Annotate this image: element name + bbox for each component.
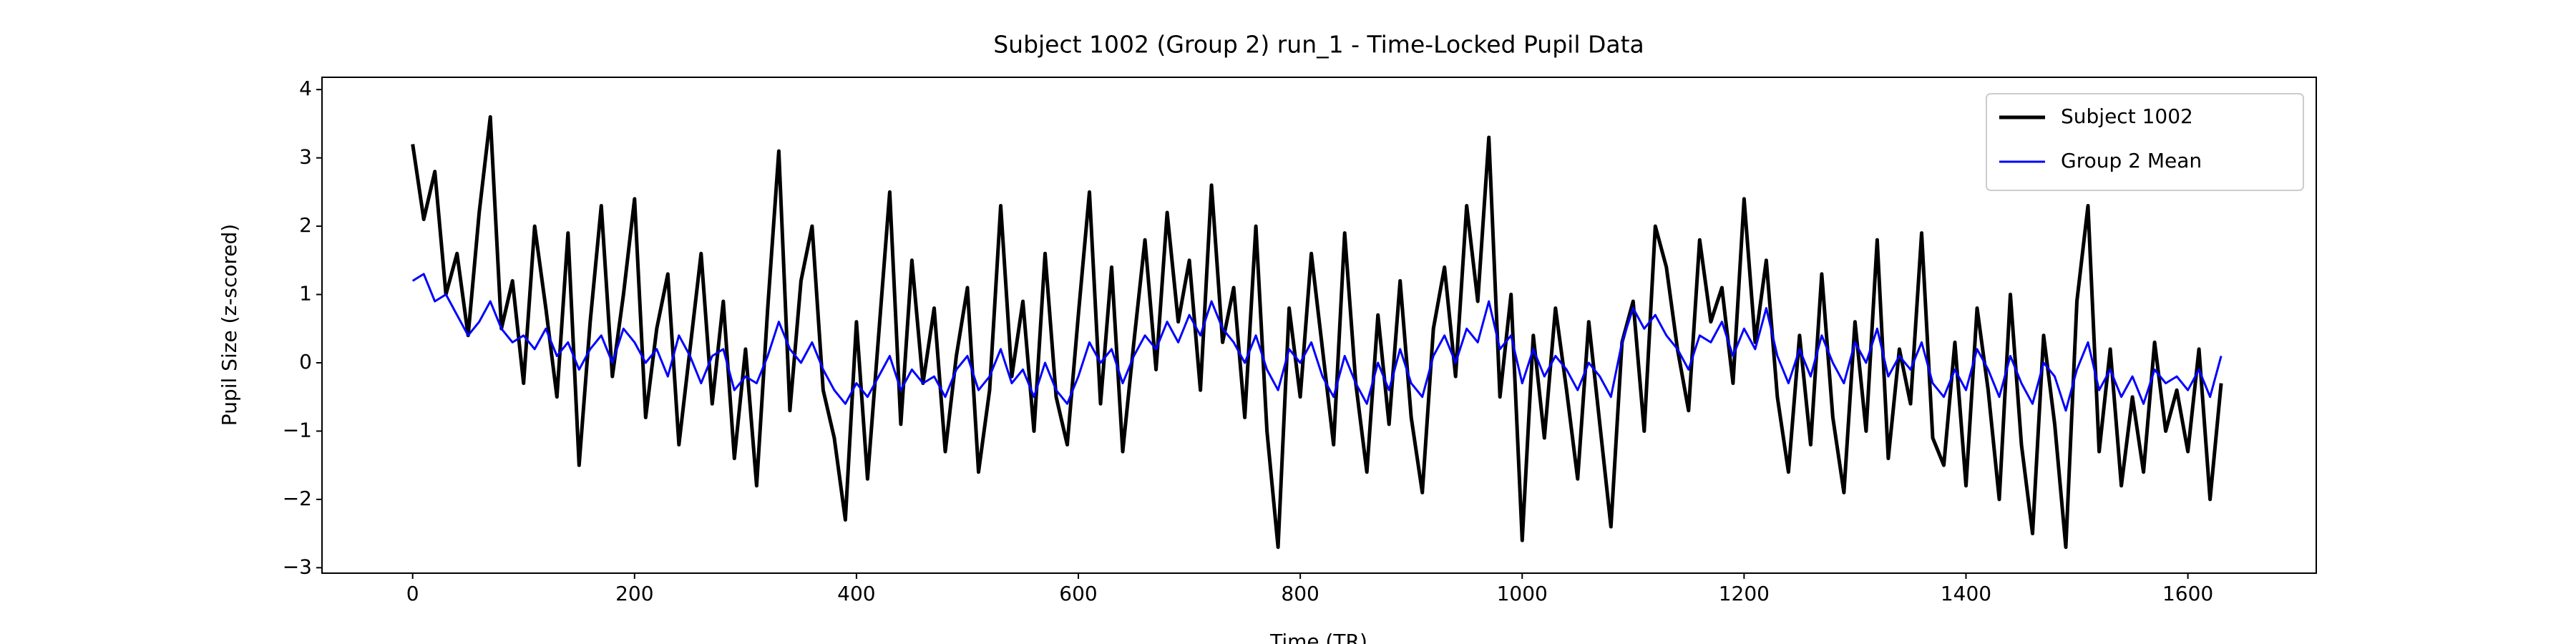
x-tick-label: 400 <box>837 582 875 605</box>
y-tick-label: 0 <box>299 350 312 374</box>
y-tick-label: −2 <box>283 487 312 510</box>
legend: Subject 1002 Group 2 Mean <box>1986 93 2304 191</box>
legend-box <box>1986 93 2304 191</box>
chart-title: Subject 1002 (Group 2) run_1 - Time-Lock… <box>993 31 1644 59</box>
data-line <box>411 273 2223 412</box>
x-tick-label: 1200 <box>1719 582 1770 605</box>
y-tick-label: −3 <box>283 555 312 578</box>
legend-label: Group 2 Mean <box>2061 149 2202 172</box>
y-tick-label: 1 <box>299 282 312 306</box>
y-tick-label: 3 <box>299 145 312 169</box>
x-tick-label: 1600 <box>2162 582 2213 605</box>
data-line <box>411 114 2223 550</box>
x-tick-label: 1000 <box>1497 582 1548 605</box>
x-tick-label: 800 <box>1281 582 1319 605</box>
x-tick-label: 600 <box>1059 582 1097 605</box>
x-tick-label: 0 <box>406 582 419 605</box>
legend-label: Subject 1002 <box>2061 104 2193 128</box>
y-tick-label: 2 <box>299 213 312 237</box>
x-tick-label: 200 <box>615 582 653 605</box>
plot-frame <box>321 77 2317 574</box>
y-tick-label: −1 <box>283 418 312 441</box>
y-axis-label: Pupil Size (z-scored) <box>218 224 241 426</box>
x-tick-label: 1400 <box>1941 582 1991 605</box>
x-axis-label: Time (TR) <box>1269 630 1367 644</box>
y-tick-label: 4 <box>299 77 312 100</box>
